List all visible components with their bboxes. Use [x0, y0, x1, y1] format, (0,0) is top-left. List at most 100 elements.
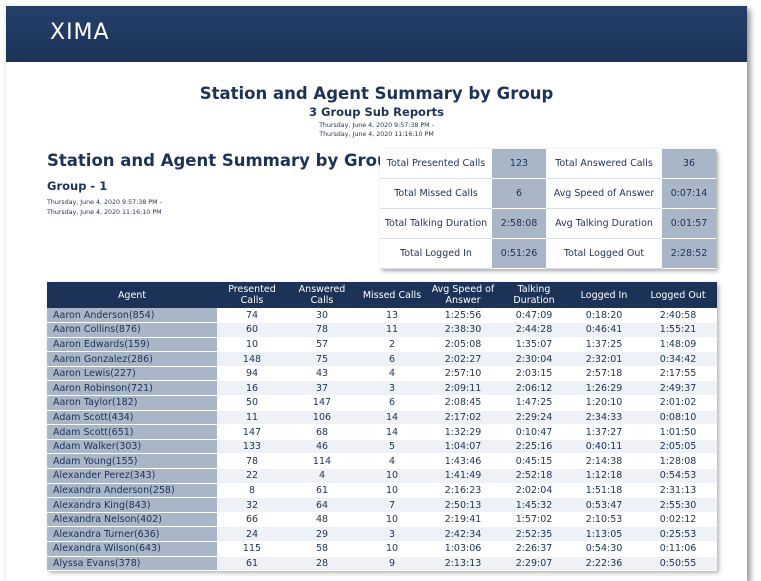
column-header: Avg Speed of Answer — [427, 282, 499, 308]
agent-name-cell: Aaron Collins(876) — [47, 322, 217, 338]
agent-name-cell: Aaron Gonzalez(286) — [47, 351, 217, 367]
metric-cell: 22 — [217, 468, 287, 484]
group-date-range: Thursday, June 4, 2020 9:57:38 PM - Thur… — [47, 198, 162, 218]
metric-cell: 2:14:38 — [569, 453, 639, 470]
agent-name-cell: Adam Walker(303) — [47, 439, 217, 455]
metric-cell: 2:06:12 — [499, 380, 569, 397]
metric-cell: 2:40:58 — [639, 308, 717, 324]
metric-cell: 1:13:05 — [569, 526, 639, 542]
metric-cell: 3 — [357, 380, 427, 397]
metric-cell: 2:26:37 — [499, 541, 569, 557]
metric-cell: 0:10:47 — [499, 424, 569, 440]
metric-cell: 1:41:49 — [427, 468, 499, 484]
metric-cell: 1:32:29 — [427, 424, 499, 440]
metric-cell: 2:02:04 — [499, 483, 569, 499]
metric-cell: 0:11:06 — [639, 541, 717, 557]
metric-cell: 37 — [287, 380, 357, 397]
table-header-row: Agent Presented Calls Answered Calls Mis… — [47, 282, 717, 308]
metric-cell: 6 — [357, 351, 427, 367]
metric-cell: 66 — [217, 512, 287, 528]
metric-cell: 106 — [287, 410, 357, 426]
metric-cell: 68 — [287, 424, 357, 440]
metric-cell: 3 — [357, 526, 427, 542]
summary-label: Total Presented Calls — [380, 149, 492, 179]
table-row: Aaron Collins(876) 60 78 11 2:38:30 2:44:28 0:… — [47, 322, 717, 338]
metric-cell: 46 — [287, 439, 357, 455]
metric-cell: 1:45:32 — [499, 497, 569, 513]
agent-name-cell: Alexandra Turner(636) — [47, 526, 217, 542]
metric-cell: 1:03:06 — [427, 541, 499, 557]
metric-cell: 94 — [217, 366, 287, 382]
summary-label: Total Logged In — [380, 239, 492, 269]
metric-cell: 1:47:25 — [499, 395, 569, 411]
metric-cell: 0:54:30 — [569, 541, 639, 557]
metric-cell: 2:42:34 — [427, 526, 499, 542]
metric-cell: 10 — [357, 483, 427, 499]
metric-cell: 1:48:09 — [639, 337, 717, 353]
metric-cell: 60 — [217, 322, 287, 338]
metric-cell: 10 — [357, 468, 427, 484]
metric-cell: 5 — [357, 439, 427, 455]
summary-label: Avg Talking Duration — [546, 209, 662, 239]
metric-cell: 29 — [287, 526, 357, 542]
table-row: Adam Walker(303) 133 46 5 1:04:07 2:25:16 0:40… — [47, 439, 717, 455]
agent-name-cell: Aaron Edwards(159) — [47, 337, 217, 353]
summary-value: 2:28:52 — [662, 239, 716, 269]
summary-label: Total Talking Duration — [380, 209, 492, 239]
metric-cell: 0:02:12 — [639, 512, 717, 528]
metric-cell: 2:17:55 — [639, 366, 717, 382]
metric-cell: 30 — [287, 308, 357, 324]
metric-cell: 0:18:20 — [569, 308, 639, 324]
metric-cell: 2:16:23 — [427, 483, 499, 499]
metric-cell: 57 — [287, 337, 357, 353]
metric-cell: 1:26:29 — [569, 380, 639, 397]
metric-cell: 115 — [217, 541, 287, 557]
metric-cell: 2:50:13 — [427, 497, 499, 513]
metric-cell: 2:52:18 — [499, 468, 569, 484]
metric-cell: 48 — [287, 512, 357, 528]
table-row: Adam Scott(434) 11 106 14 2:17:02 2:29:24 2:34… — [47, 410, 717, 426]
metric-cell: 1:04:07 — [427, 439, 499, 455]
report-title: Station and Agent Summary by Group — [199, 84, 554, 103]
metric-cell: 75 — [287, 351, 357, 367]
metric-cell: 148 — [217, 351, 287, 367]
agent-name-cell: Alexandra King(843) — [47, 497, 217, 513]
metric-cell: 0:40:11 — [569, 439, 639, 455]
summary-value: 0:01:57 — [662, 209, 716, 239]
metric-cell: 61 — [287, 483, 357, 499]
metric-cell: 2:44:28 — [499, 322, 569, 338]
metric-cell: 50 — [217, 395, 287, 411]
metric-cell: 147 — [287, 395, 357, 411]
metric-cell: 2:57:10 — [427, 366, 499, 382]
metric-cell: 1:35:07 — [499, 337, 569, 353]
metric-cell: 24 — [217, 526, 287, 542]
summary-label: Total Logged Out — [546, 239, 662, 269]
metric-cell: 4 — [287, 468, 357, 484]
table-row: Alexandra Turner(636) 24 29 3 2:42:34 2:52:35… — [47, 526, 717, 542]
metric-cell: 8 — [217, 483, 287, 499]
metric-cell: 2:49:37 — [639, 380, 717, 397]
agent-name-cell: Adam Young(155) — [47, 453, 217, 470]
agent-name-cell: Adam Scott(651) — [47, 424, 217, 440]
metric-cell: 2:22:36 — [569, 556, 639, 572]
section-title: Station and Agent Summary by Group — [47, 151, 401, 170]
metric-cell: 32 — [217, 497, 287, 513]
column-header: Missed Calls — [357, 282, 427, 308]
agent-name-cell: Alyssa Evans(378) — [47, 556, 217, 572]
table-row: Alexandra Anderson(258) 8 61 10 2:16:23 2:02:… — [47, 483, 717, 499]
metric-cell: 2:19:41 — [427, 512, 499, 528]
metric-cell: 1:37:27 — [569, 424, 639, 440]
logo-text: XIMA — [50, 20, 110, 45]
metric-cell: 0:08:10 — [639, 410, 717, 426]
group-date-end: Thursday, June 4, 2020 11:16:10 PM — [47, 209, 162, 216]
agent-name-cell: Aaron Anderson(854) — [47, 308, 217, 324]
metric-cell: 6 — [357, 395, 427, 411]
metric-cell: 14 — [357, 424, 427, 440]
metric-cell: 0:34:42 — [639, 351, 717, 367]
xima-logo: XIMA — [50, 20, 110, 45]
column-header: Answered Calls — [287, 282, 357, 308]
metric-cell: 2:10:53 — [569, 512, 639, 528]
metric-cell: 2:17:02 — [427, 410, 499, 426]
table-row: Alexander Perez(343) 22 4 10 1:41:49 2:52:18 1… — [47, 468, 717, 484]
metric-cell: 78 — [217, 453, 287, 470]
